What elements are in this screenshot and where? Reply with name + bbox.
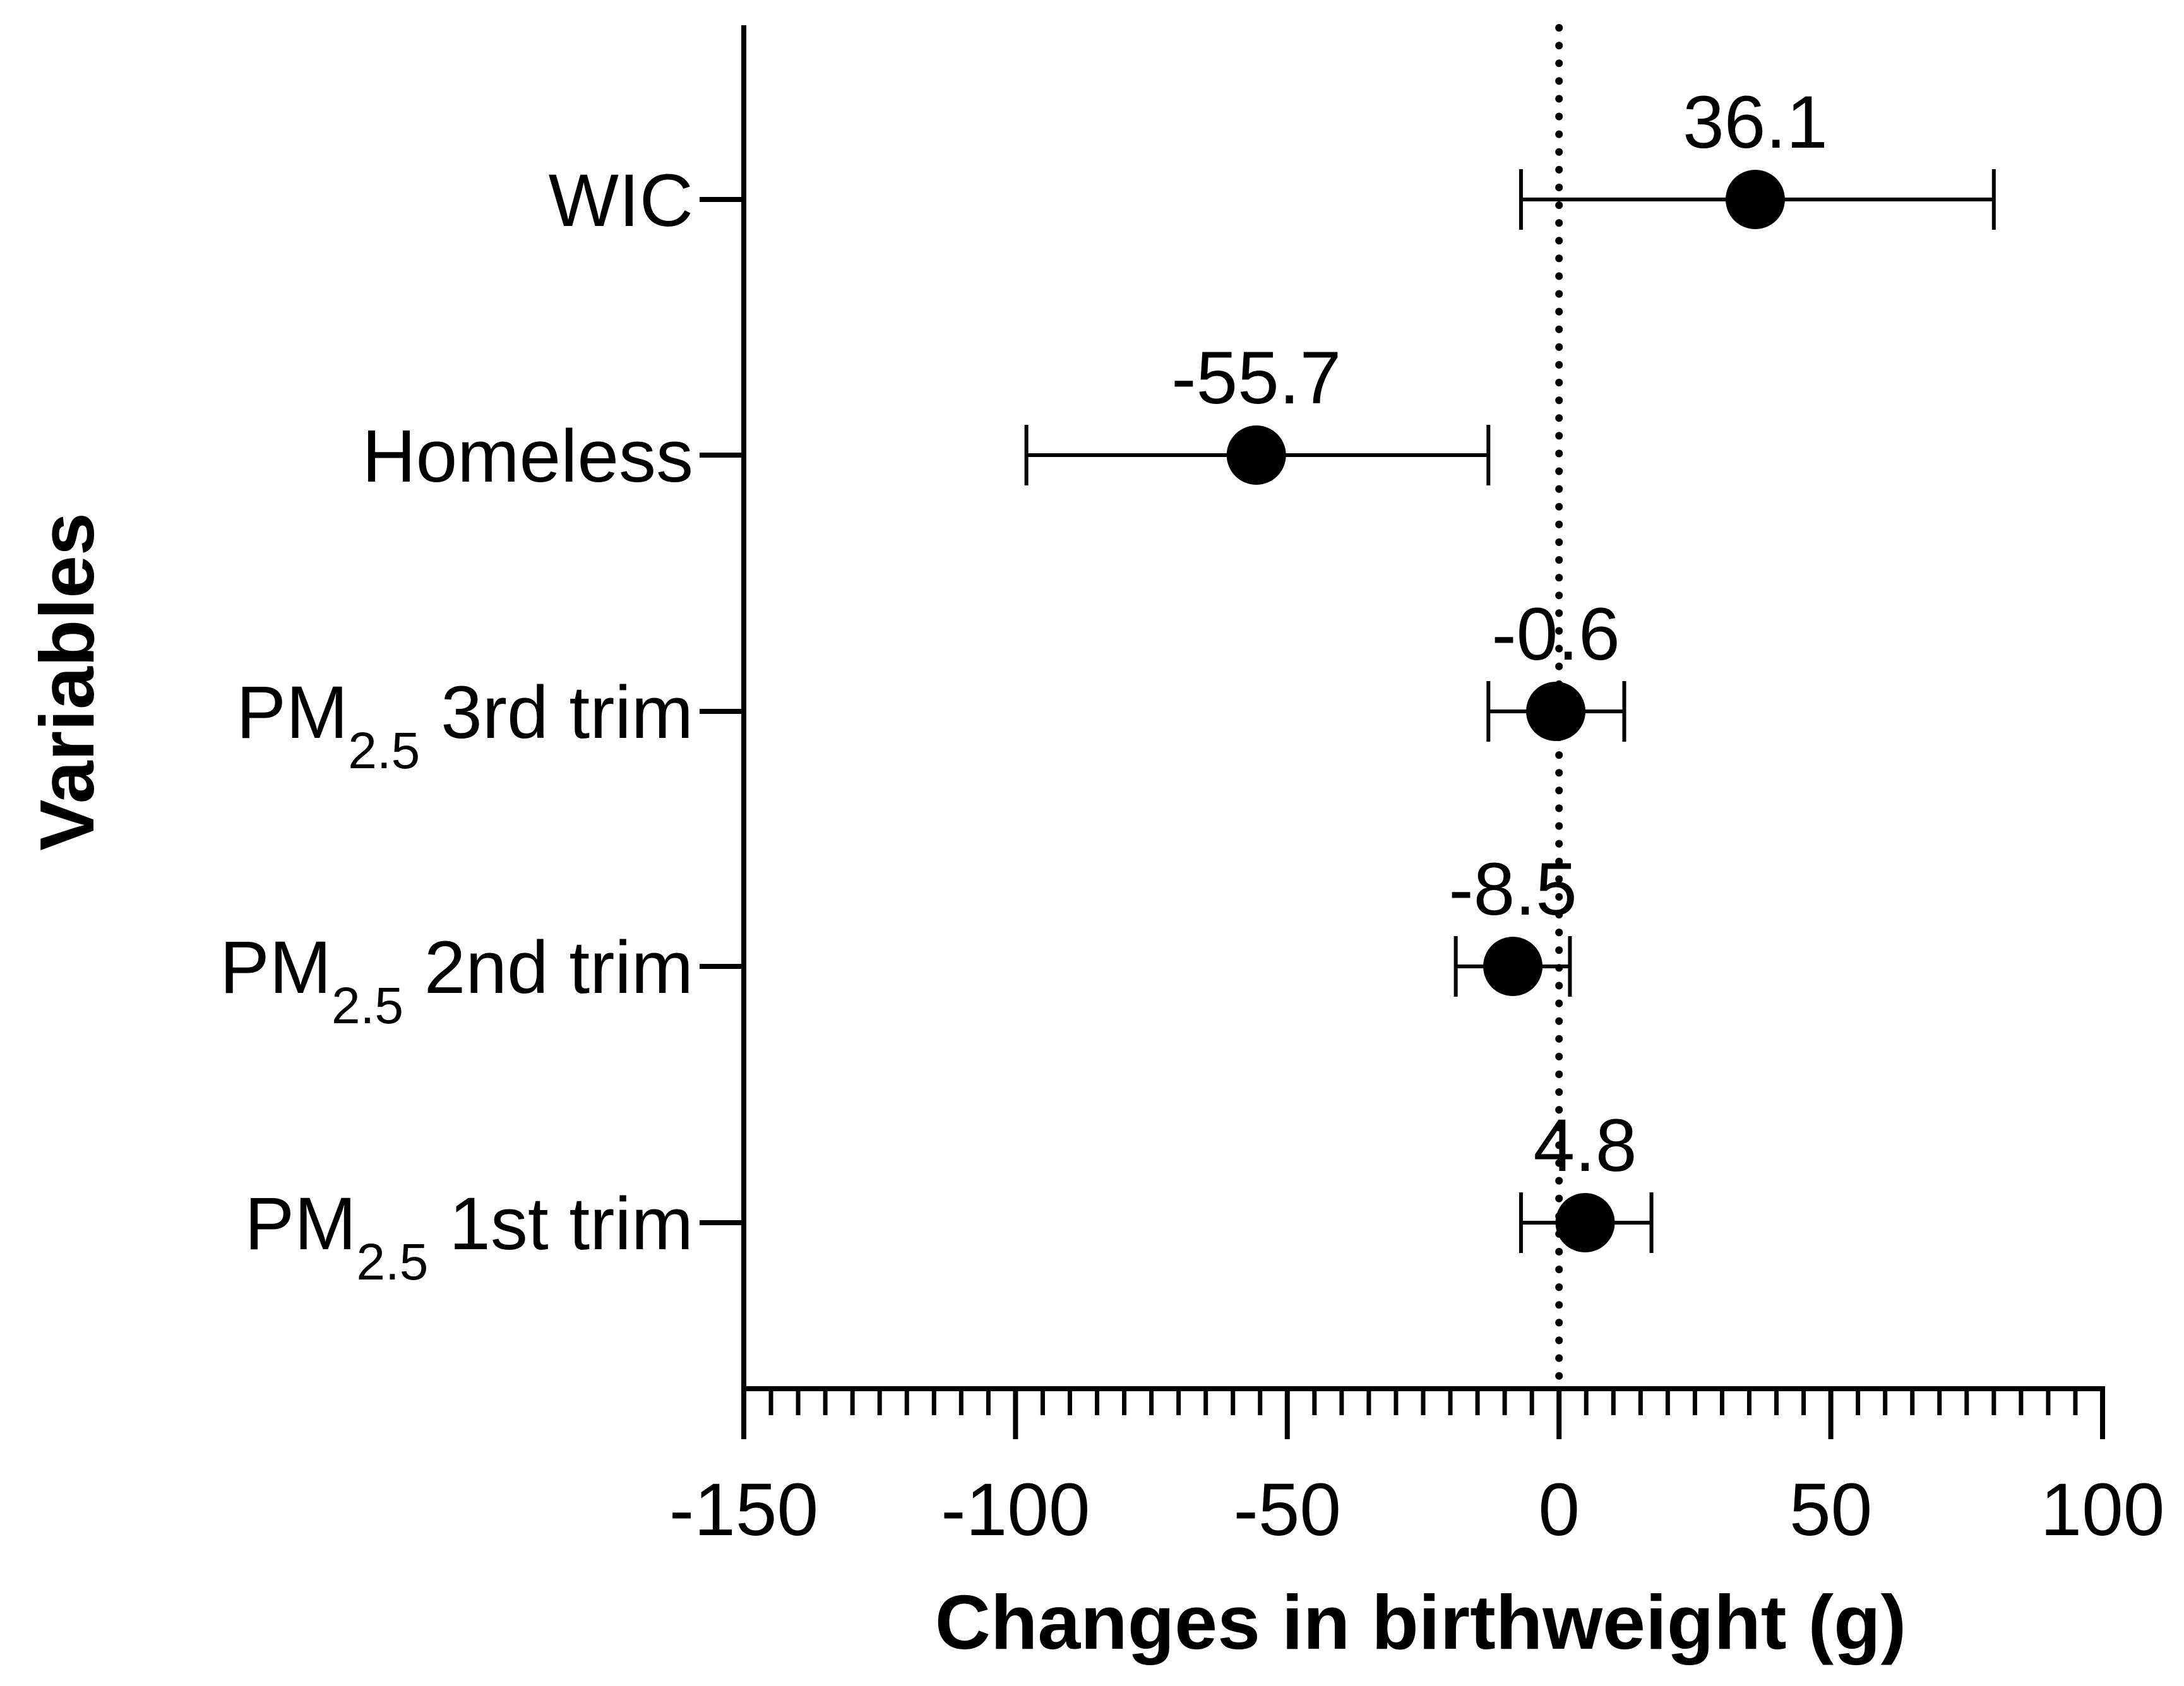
data-value-label: -0.6 [1491,593,1620,676]
x-axis-title: Changes in birthweight (g) [935,1579,1906,1665]
y-axis-title: Variables [24,513,110,851]
category-label: PM2.5 1st trim [244,1182,693,1291]
category-label: WIC [549,159,693,242]
x-tick-label: 0 [1538,1468,1580,1552]
x-tick-label: 50 [1789,1468,1872,1552]
data-value-label: 4.8 [1533,1104,1637,1187]
x-tick-label: -100 [941,1468,1090,1552]
estimate-row: PM2.5 1st trim 4.8 [244,1104,1654,1291]
point-estimate [1483,937,1543,996]
x-tick-label: -50 [1234,1468,1342,1552]
estimate-row: WIC 36.1 [549,81,1996,242]
data-value-label: 36.1 [1683,81,1828,164]
data-value-label: -8.5 [1448,848,1577,931]
category-label: PM2.5 2nd trim [220,926,693,1035]
category-label-rest: 3rd trim [420,671,693,754]
category-label: PM2.5 3rd trim [236,671,693,780]
x-tick-label: -150 [669,1468,818,1552]
x-major-ticks [741,1389,2105,1439]
axes [741,25,2105,1391]
estimate-row: Homeless -55.7 [362,336,1491,498]
category-label-subscript: 2.5 [356,1233,428,1291]
category-label: Homeless [362,415,693,498]
point-estimate [1226,425,1286,485]
x-minor-ticks [768,1389,2078,1415]
category-label-rest: 1st trim [428,1182,693,1266]
category-label-main: PM [244,1182,356,1266]
point-estimate [1526,682,1586,741]
data-value-label: -55.7 [1171,336,1341,420]
x-tick-labels: -150 -100 -50 0 50 100 [669,1468,2165,1552]
category-label-rest: 2nd trim [403,926,693,1009]
category-label-main: Homeless [362,415,693,498]
category-label-main: PM [236,671,348,754]
point-estimate [1725,170,1785,229]
category-label-subscript: 2.5 [331,977,403,1035]
category-label-main: PM [220,926,331,1009]
estimate-row: PM2.5 3rd trim -0.6 [236,593,1626,780]
category-label-main: WIC [549,159,693,242]
estimate-row: PM2.5 2nd trim -8.5 [220,848,1577,1035]
x-tick-label: 100 [2041,1468,2165,1552]
point-estimate [1555,1193,1615,1252]
category-label-subscript: 2.5 [348,722,420,780]
